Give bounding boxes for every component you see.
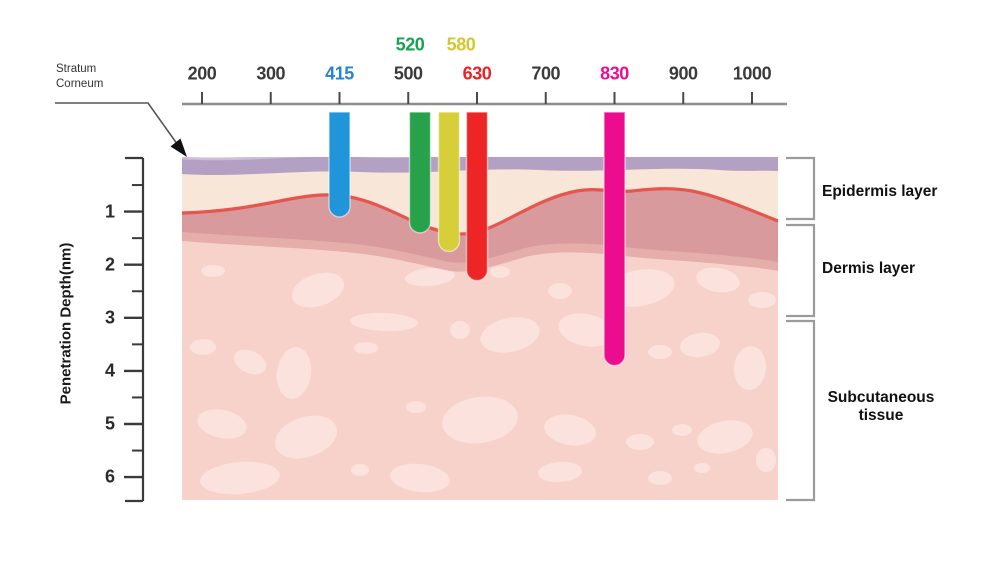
wavelength-bar-580 — [437, 111, 461, 253]
subcutaneous-bracket — [786, 319, 816, 502]
penetration-bars — [328, 111, 626, 367]
wavelength-tick-label-900: 900 — [668, 63, 698, 84]
epidermis-layer-label: Epidermis layer — [822, 183, 938, 200]
stratum-corneum-arrowhead-icon — [170, 138, 187, 157]
stratum-corneum-pointer-line — [55, 102, 181, 149]
wavelength-tick-label-300: 300 — [256, 63, 286, 84]
wavelength-tick-label-200: 200 — [187, 63, 217, 84]
upper-wavelength-label-580: 580 — [446, 34, 476, 55]
wavelength-bar-830 — [603, 111, 626, 367]
depth-axis-title: Penetration Depth(nm) — [57, 242, 75, 405]
wavelength-tick-label-500: 500 — [393, 63, 423, 84]
depth-tick-label-6: 6 — [104, 466, 116, 487]
depth-tick-label-5: 5 — [104, 413, 116, 434]
depth-tick-label-1: 1 — [104, 201, 116, 222]
wavelength-tick-label-630: 630 — [462, 63, 492, 84]
stratum-corneum-pointer — [55, 102, 187, 157]
depth-tick-label-2: 2 — [104, 254, 116, 275]
dermis-bracket — [786, 223, 816, 318]
dermis-layer-label: Dermis layer — [822, 260, 916, 277]
stratum-corneum-label: Stratum Corneum — [56, 63, 104, 90]
wavelength-bar-415 — [328, 111, 351, 218]
wavelength-bar-630 — [465, 111, 489, 282]
depth-tick-label-4: 4 — [104, 360, 116, 381]
wavelength-axis — [182, 92, 787, 106]
depth-tick-label-3: 3 — [104, 307, 116, 328]
upper-wavelength-label-520: 520 — [395, 34, 425, 55]
wavelength-tick-label-415: 415 — [325, 63, 354, 84]
wavelength-tick-label-700: 700 — [531, 63, 561, 84]
wavelength-tick-label-1000: 1000 — [732, 63, 772, 84]
wavelength-bar-520 — [408, 111, 432, 234]
subcutaneous-tissue-label: Subcutaneous tissue — [827, 389, 935, 424]
layer-brackets — [786, 156, 816, 502]
wavelength-tick-label-830: 830 — [600, 63, 629, 84]
epidermis-bracket — [786, 156, 816, 221]
depth-axis — [124, 156, 145, 503]
